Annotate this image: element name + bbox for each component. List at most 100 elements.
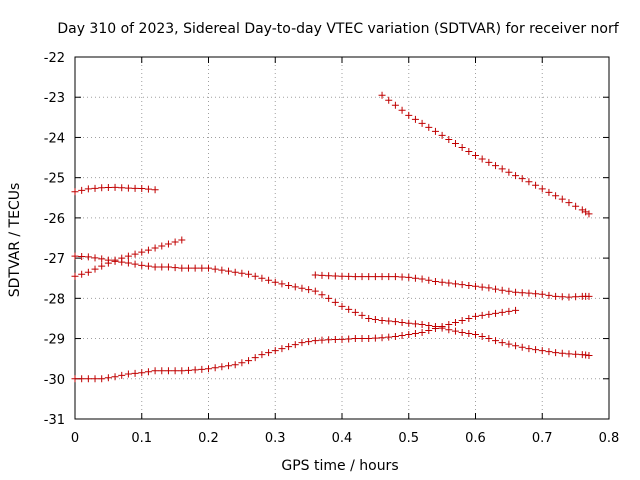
y-tick-label: -28 (44, 292, 65, 307)
data-point (225, 267, 233, 275)
data-point (144, 368, 152, 376)
data-point (405, 111, 413, 119)
data-point (111, 257, 119, 265)
data-point (478, 283, 486, 291)
data-point (91, 375, 99, 383)
data-point (351, 335, 359, 343)
data-point (558, 195, 566, 203)
data-point (171, 367, 179, 375)
data-point (431, 325, 439, 332)
data-point (485, 310, 493, 318)
data-point (391, 273, 399, 281)
data-point (458, 144, 466, 151)
data-point (498, 339, 506, 347)
ticks-layer: 0 0.1 0.2 0.3 0.4 0.5 0.6 0.7 0.8 -31 -30 -29 -28 -27… (44, 51, 620, 446)
data-point (411, 330, 419, 338)
data-point (311, 271, 319, 279)
data-point (325, 294, 333, 302)
data-point (211, 364, 219, 372)
data-point (178, 236, 186, 244)
y-tick-label: -29 (44, 333, 65, 348)
data-point (158, 367, 166, 375)
series-arc-2 (71, 236, 186, 280)
series-layer (71, 91, 593, 383)
data-point (231, 361, 239, 369)
data-point (572, 350, 580, 358)
data-point (184, 366, 192, 374)
data-point (265, 276, 273, 284)
y-tick-label: -25 (44, 172, 65, 187)
data-point (91, 184, 99, 192)
data-point (305, 286, 313, 294)
data-point (84, 375, 92, 383)
data-point (98, 375, 106, 383)
data-point (358, 273, 366, 281)
data-point (305, 338, 313, 346)
data-point (585, 292, 593, 300)
data-point (411, 274, 419, 282)
data-point (472, 331, 479, 339)
x-axis-title: GPS time / hours (281, 458, 398, 474)
data-point (385, 96, 393, 104)
data-point (198, 264, 206, 272)
data-point (552, 349, 560, 357)
data-point (445, 135, 453, 143)
y-tick-label: -26 (44, 212, 65, 227)
data-point (371, 273, 379, 281)
x-tick-label: 0.8 (599, 431, 620, 446)
data-point (291, 341, 299, 349)
data-point (225, 362, 233, 370)
series-arc-1 (71, 183, 159, 196)
data-point (111, 373, 119, 381)
data-point (485, 158, 493, 166)
y-tick-label: -31 (44, 413, 65, 428)
data-point (218, 266, 226, 274)
data-point (525, 178, 533, 186)
data-point (391, 333, 399, 341)
data-point (278, 280, 286, 288)
data-point (418, 329, 426, 337)
data-point (158, 242, 166, 250)
data-point (485, 335, 493, 343)
data-point (71, 188, 79, 196)
data-point (98, 262, 106, 270)
data-point (431, 127, 439, 135)
data-point (445, 320, 453, 328)
data-point (285, 343, 293, 351)
x-tick-label: 0.1 (131, 431, 152, 446)
data-point (418, 275, 426, 283)
data-point (472, 152, 479, 160)
data-point (338, 335, 346, 343)
data-point (245, 357, 253, 365)
data-point (285, 281, 293, 289)
data-point (532, 290, 540, 298)
data-point (478, 333, 486, 341)
data-point (98, 184, 106, 192)
series-arc-3 (71, 252, 593, 359)
data-point (205, 365, 212, 373)
data-point (258, 274, 266, 282)
data-point (218, 363, 226, 371)
data-point (318, 271, 326, 279)
y-axis-title: SDTVAR / TECUs (7, 183, 23, 298)
data-point (71, 272, 79, 280)
y-tick-label: -23 (44, 91, 65, 106)
data-point (451, 318, 459, 326)
data-point (445, 279, 453, 287)
data-point (385, 273, 393, 281)
data-point (318, 336, 326, 344)
data-point (365, 335, 373, 343)
data-point (512, 342, 520, 350)
data-point (538, 290, 546, 298)
data-point (518, 289, 526, 297)
data-point (251, 272, 259, 280)
data-point (331, 298, 339, 306)
data-point (572, 202, 580, 210)
series-arc-5 (311, 271, 593, 301)
data-point (458, 316, 466, 324)
data-point (118, 184, 126, 192)
data-point (585, 210, 593, 218)
data-point (365, 314, 373, 322)
data-point (144, 185, 152, 193)
grid-layer (75, 57, 609, 419)
